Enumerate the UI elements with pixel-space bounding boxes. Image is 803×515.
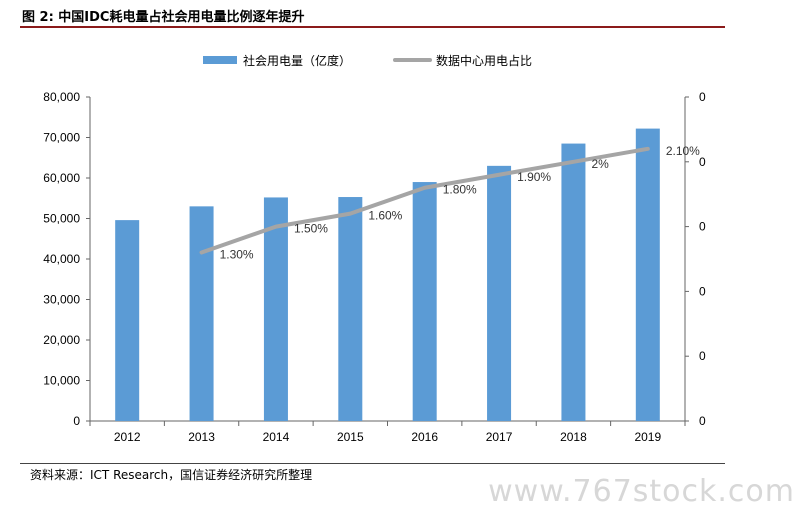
x-tick-label: 2019 <box>634 430 661 444</box>
y-left-tick-label: 0 <box>73 414 80 428</box>
data-label: 2% <box>591 157 609 171</box>
legend-label-bar: 社会用电量（亿度） <box>243 53 351 68</box>
data-label: 1.90% <box>517 170 551 184</box>
figure-title-bar: 图 2: 中国IDC耗电量占社会用电量比例逐年提升 <box>20 2 725 28</box>
bar <box>487 165 512 421</box>
y-left-tick-label: 80,000 <box>43 90 80 104</box>
source-divider <box>20 463 725 464</box>
legend-swatch-bar <box>203 56 237 64</box>
legend-label-line: 数据中心用电占比 <box>436 53 532 68</box>
data-label: 1.80% <box>443 183 477 197</box>
x-tick-label: 2013 <box>188 430 215 444</box>
bar <box>561 143 586 421</box>
bar <box>338 197 363 421</box>
y-right-tick-label: 0 <box>699 349 706 363</box>
source-note: 资料来源：ICT Research，国信证券经济研究所整理 <box>30 468 313 482</box>
y-right-tick-label: 0 <box>699 220 706 234</box>
y-left-tick-label: 10,000 <box>43 374 80 388</box>
figure-title: 图 2: 中国IDC耗电量占社会用电量比例逐年提升 <box>22 10 305 25</box>
bar <box>189 206 214 421</box>
data-label: 2.10% <box>666 144 700 158</box>
y-right-tick-label: 0 <box>699 414 706 428</box>
x-tick-label: 2014 <box>263 430 290 444</box>
watermark: www.767stock.com <box>488 474 795 509</box>
y-left-tick-label: 70,000 <box>43 131 80 145</box>
y-left-tick-label: 50,000 <box>43 212 80 226</box>
x-tick-label: 2018 <box>560 430 587 444</box>
x-tick-label: 2017 <box>486 430 513 444</box>
y-right-tick-label: 0 <box>699 155 706 169</box>
bar <box>263 197 288 421</box>
y-left-tick-label: 60,000 <box>43 171 80 185</box>
x-tick-label: 2015 <box>337 430 364 444</box>
data-label: 1.50% <box>294 222 328 236</box>
y-left-tick-label: 20,000 <box>43 333 80 347</box>
y-right-tick-label: 0 <box>699 284 706 298</box>
y-left-tick-label: 30,000 <box>43 293 80 307</box>
data-label: 1.60% <box>368 209 402 223</box>
bar <box>635 128 660 421</box>
bar <box>115 220 140 421</box>
y-right-tick-label: 0 <box>699 90 706 104</box>
line-series <box>199 146 650 255</box>
title-underline <box>20 26 725 28</box>
data-label: 1.30% <box>220 248 254 262</box>
x-tick-label: 2016 <box>411 430 438 444</box>
y-left-tick-label: 40,000 <box>43 252 80 266</box>
x-tick-label: 2012 <box>114 430 141 444</box>
bar <box>412 182 437 421</box>
